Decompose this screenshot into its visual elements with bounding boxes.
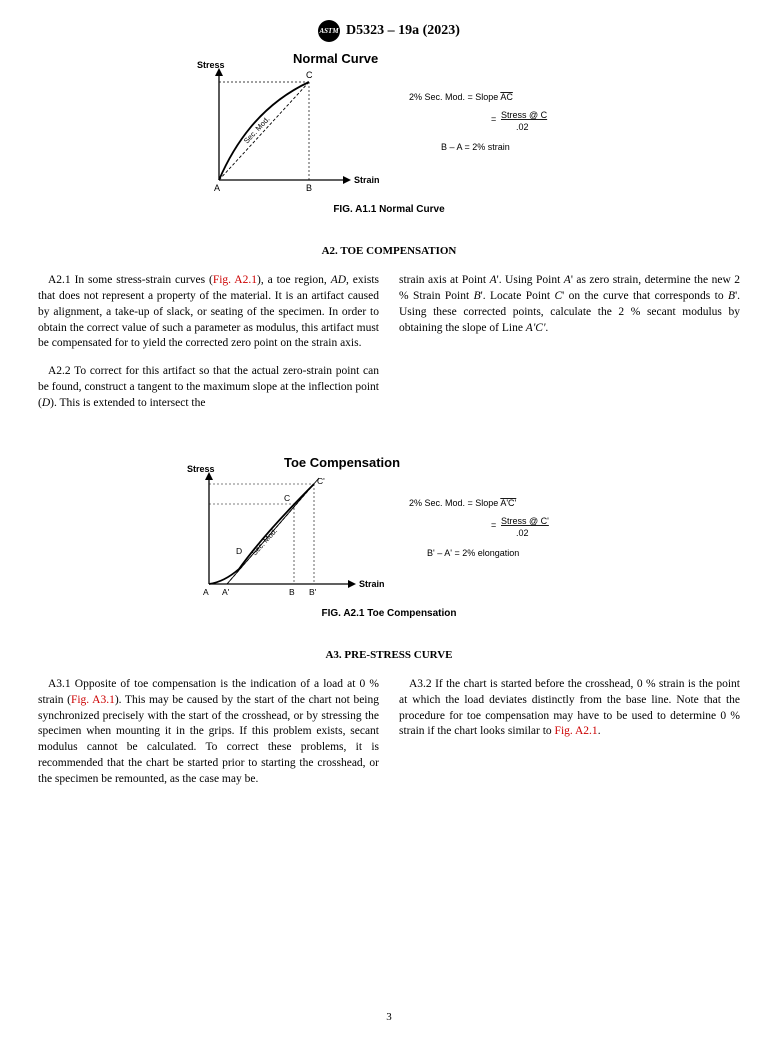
a2-p1: A2.1 In some stress-strain curves (Fig. … [38, 273, 379, 352]
svg-text:.02: .02 [516, 528, 529, 538]
svg-text:B' – A' = 2% elongation: B' – A' = 2% elongation [427, 548, 519, 558]
svg-text:A': A' [222, 587, 230, 597]
svg-text:.02: .02 [516, 122, 529, 132]
strain-axis-label: Strain [354, 175, 380, 185]
svg-text:2% Sec. Mod. = Slope A'C': 2% Sec. Mod. = Slope A'C' [409, 498, 517, 508]
svg-text:Stress: Stress [187, 464, 215, 474]
svg-text:C: C [284, 493, 290, 503]
page-number: 3 [0, 1011, 778, 1023]
a3-p1: A3.1 Opposite of toe compensation is the… [38, 677, 379, 788]
a3-columns: A3.1 Opposite of toe compensation is the… [38, 677, 740, 800]
section-a3-title: A3. PRE-STRESS CURVE [38, 649, 740, 661]
a2-col-left: A2.1 In some stress-strain curves (Fig. … [38, 273, 379, 424]
figure-a1-1: Stress Strain Normal Curve A B C Sec. Mo… [38, 50, 740, 215]
svg-text:C': C' [317, 476, 325, 486]
a2-columns: A2.1 In some stress-strain curves (Fig. … [38, 273, 740, 424]
svg-text:Stress @ C: Stress @ C [501, 110, 548, 120]
svg-text:2% Sec. Mod. = Slope AC: 2% Sec. Mod. = Slope AC [409, 92, 513, 102]
a3-col-left: A3.1 Opposite of toe compensation is the… [38, 677, 379, 800]
ref-fig-a2-1[interactable]: Fig. A2.1 [213, 274, 257, 286]
svg-text:B': B' [309, 587, 317, 597]
a3-col-right: A3.2 If the chart is started before the … [399, 677, 740, 800]
a3-p2: A3.2 If the chart is started before the … [399, 677, 740, 740]
fig1-title: Normal Curve [293, 51, 378, 66]
stress-axis-label: Stress [197, 60, 225, 70]
svg-text:Sec. Mod.: Sec. Mod. [250, 526, 279, 557]
fig2-caption: FIG. A2.1 Toe Compensation [38, 608, 740, 619]
svg-text:Strain: Strain [359, 579, 385, 589]
svg-text:A: A [203, 587, 209, 597]
doc-header: ASTM D5323 – 19a (2023) [38, 20, 740, 42]
ref-fig-a3-1[interactable]: Fig. A3.1 [71, 694, 115, 706]
pt-a: A [214, 183, 220, 193]
section-a2-title: A2. TOE COMPENSATION [38, 245, 740, 257]
svg-text:B – A = 2% strain: B – A = 2% strain [441, 142, 510, 152]
normal-curve-chart: Stress Strain Normal Curve A B C Sec. Mo… [179, 50, 599, 200]
a2-col-right: strain axis at Point A'. Using Point A' … [399, 273, 740, 424]
figure-a2-1: Stress Strain Toe Compensation A A' B B'… [38, 454, 740, 619]
svg-text:=: = [491, 520, 496, 530]
pt-c: C [306, 70, 313, 80]
pt-b: B [306, 183, 312, 193]
a2-p3: strain axis at Point A'. Using Point A' … [399, 273, 740, 336]
toe-compensation-chart: Stress Strain Toe Compensation A A' B B'… [169, 454, 609, 604]
fig2-title: Toe Compensation [284, 455, 400, 470]
svg-text:=: = [491, 114, 496, 124]
svg-text:B: B [289, 587, 295, 597]
doc-designation: D5323 – 19a (2023) [346, 23, 460, 39]
svg-text:Stress @ C': Stress @ C' [501, 516, 549, 526]
a2-p2: A2.2 To correct for this artifact so tha… [38, 364, 379, 412]
astm-logo: ASTM [318, 20, 340, 42]
fig1-caption: FIG. A1.1 Normal Curve [38, 204, 740, 215]
ref-fig-a2-1b[interactable]: Fig. A2.1 [555, 725, 598, 737]
svg-text:D: D [236, 546, 242, 556]
